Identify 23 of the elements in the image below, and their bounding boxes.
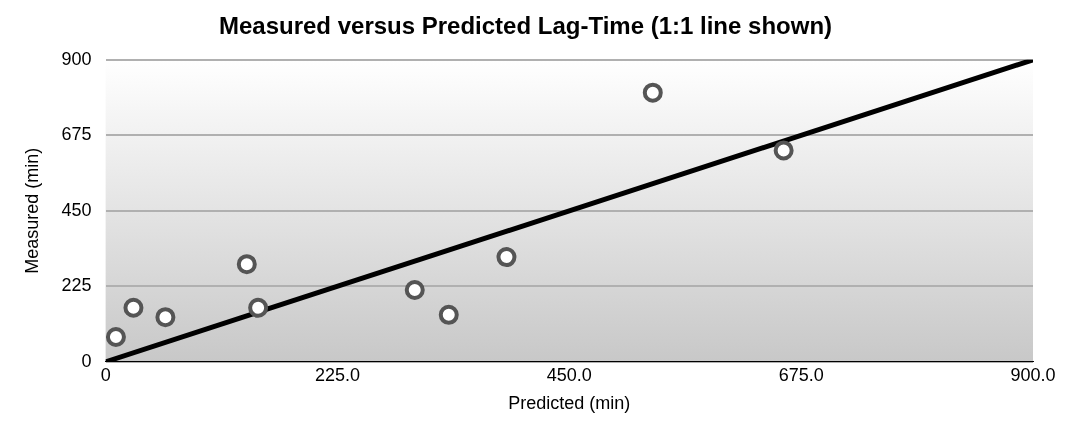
- x-tick-label: 450.0: [546, 364, 592, 385]
- point: [642, 82, 663, 103]
- y-tick-label: 450: [61, 199, 92, 220]
- y-tick-label: 900: [61, 48, 92, 69]
- y-tick-label: 0: [81, 350, 92, 371]
- point: [155, 307, 176, 328]
- point: [105, 326, 126, 347]
- point: [404, 279, 425, 300]
- y-tick-label: 225: [61, 275, 92, 296]
- x-tick-label: 225.0: [314, 364, 360, 385]
- y-axis-title: Measured (min): [21, 147, 42, 274]
- x-axis-title: Predicted (min): [508, 393, 631, 414]
- y-tick-label: 675: [61, 124, 92, 145]
- point: [438, 304, 459, 325]
- x-tick-label: 900.0: [1010, 364, 1056, 385]
- x-tick-label: 675.0: [778, 364, 824, 385]
- x-tick-label: 0: [100, 364, 111, 385]
- chart-title: Measured versus Predicted Lag-Time (1:1 line shown): [218, 12, 833, 40]
- point: [773, 140, 794, 161]
- point: [248, 297, 269, 318]
- point: [123, 297, 144, 318]
- point: [236, 254, 257, 275]
- point: [496, 247, 517, 268]
